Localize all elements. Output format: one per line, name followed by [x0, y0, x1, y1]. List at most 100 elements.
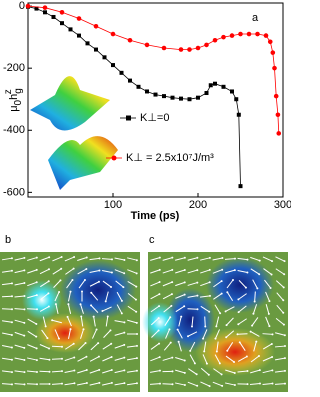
field-arrowhead: [67, 303, 69, 305]
field-arrowhead: [283, 286, 285, 288]
field-arrow: [205, 317, 206, 327]
point: [103, 55, 107, 59]
field-arrowhead: [82, 328, 84, 330]
field-arrowhead: [85, 268, 87, 270]
y-tick-label: -200: [3, 62, 25, 74]
field-arrow: [188, 309, 198, 310]
field-arrowhead: [246, 259, 248, 261]
point: [26, 4, 31, 9]
y-axis-label: μ0hgz: [3, 88, 24, 112]
field-arrowhead: [98, 356, 100, 358]
field-arrowhead: [158, 329, 160, 331]
field-arrow: [27, 384, 37, 385]
field-arrowhead: [36, 294, 38, 296]
field-arrowhead: [219, 312, 221, 314]
point: [222, 85, 226, 89]
field-arrowhead: [36, 383, 38, 385]
field-arrowhead: [259, 369, 261, 371]
field-arrowhead: [283, 273, 285, 275]
field-arrowhead: [136, 272, 138, 274]
field-arrowhead: [158, 305, 160, 307]
field-arrowhead: [35, 323, 37, 325]
field-arrowhead: [73, 369, 75, 371]
field-arrowhead: [168, 328, 170, 330]
field-arrowhead: [196, 257, 198, 259]
x-tick-label: 200: [189, 199, 207, 211]
field-arrowhead: [158, 293, 160, 295]
field-arrowhead: [61, 358, 63, 360]
field-arrowhead: [61, 383, 63, 385]
field-arrowhead: [209, 295, 211, 297]
field-arrowhead: [221, 280, 223, 282]
point: [128, 38, 133, 43]
field-arrowhead: [85, 356, 87, 358]
field-arrow: [52, 346, 62, 347]
field-arrowhead: [221, 269, 223, 271]
field-arrowhead: [98, 382, 100, 384]
field-arrowhead: [73, 356, 75, 358]
field-arrowhead: [90, 304, 92, 306]
field-arrowhead: [11, 282, 13, 284]
field-arrowhead: [271, 356, 273, 358]
point: [137, 85, 141, 89]
vector-field-c: [142, 252, 288, 392]
field-arrowhead: [46, 337, 48, 339]
field-arrowhead: [189, 350, 191, 352]
legend-label: K⊥ = 2.5x10⁷J/m³: [126, 152, 214, 164]
field-arrowhead: [61, 346, 63, 348]
field-arrowhead: [234, 384, 236, 386]
field-arrowhead: [226, 324, 228, 326]
field-arrowhead: [51, 319, 53, 321]
legend-marker: [126, 116, 131, 121]
point: [213, 82, 217, 86]
point: [162, 94, 166, 98]
field-arrowhead: [209, 385, 211, 387]
field-arrowhead: [35, 336, 37, 338]
field-arrowhead: [271, 333, 273, 335]
field-arrowhead: [48, 371, 50, 373]
x-tick-label: 300: [274, 199, 291, 211]
field-arrowhead: [111, 382, 113, 384]
field-arrowhead: [159, 383, 161, 385]
field-arrowhead: [36, 347, 38, 349]
field-arrowhead: [170, 342, 172, 344]
field-arrowhead: [246, 370, 248, 372]
field-arrowhead: [184, 269, 186, 271]
field-arrowhead: [101, 310, 103, 312]
field-arrowhead: [254, 300, 256, 302]
field-arrowhead: [58, 291, 60, 293]
field-arrowhead: [36, 371, 38, 373]
field-arrowhead: [184, 360, 186, 362]
field-arrowhead: [256, 287, 258, 289]
field-arrowhead: [109, 329, 111, 331]
field-arrowhead: [36, 281, 38, 283]
field-arrowhead: [246, 356, 248, 358]
field-arrowhead: [59, 279, 61, 281]
point: [234, 97, 238, 101]
field-arrowhead: [110, 343, 112, 345]
field-arrowhead: [233, 361, 235, 363]
point: [255, 32, 260, 37]
field-arrowhead: [159, 370, 161, 372]
field-arrowhead: [67, 316, 69, 318]
field-arrowhead: [122, 286, 124, 288]
field-arrowhead: [226, 350, 228, 352]
point: [145, 43, 150, 48]
field-arrowhead: [23, 347, 25, 349]
field-arrowhead: [171, 257, 173, 259]
y-tick-label: -400: [3, 124, 25, 136]
field-arrowhead: [121, 300, 123, 302]
field-arrowhead: [171, 370, 173, 372]
field-arrowhead: [171, 383, 173, 385]
field-arrowhead: [93, 316, 95, 318]
field-arrowhead: [73, 256, 75, 258]
field-arrowhead: [284, 260, 286, 262]
panel-label: a: [252, 12, 259, 24]
field-arrowhead: [178, 341, 180, 343]
field-arrowhead: [47, 292, 49, 294]
field-arrowhead: [11, 334, 13, 336]
field-arrowhead: [282, 299, 284, 301]
field-arrowhead: [36, 308, 38, 310]
field-arrow: [102, 259, 112, 260]
